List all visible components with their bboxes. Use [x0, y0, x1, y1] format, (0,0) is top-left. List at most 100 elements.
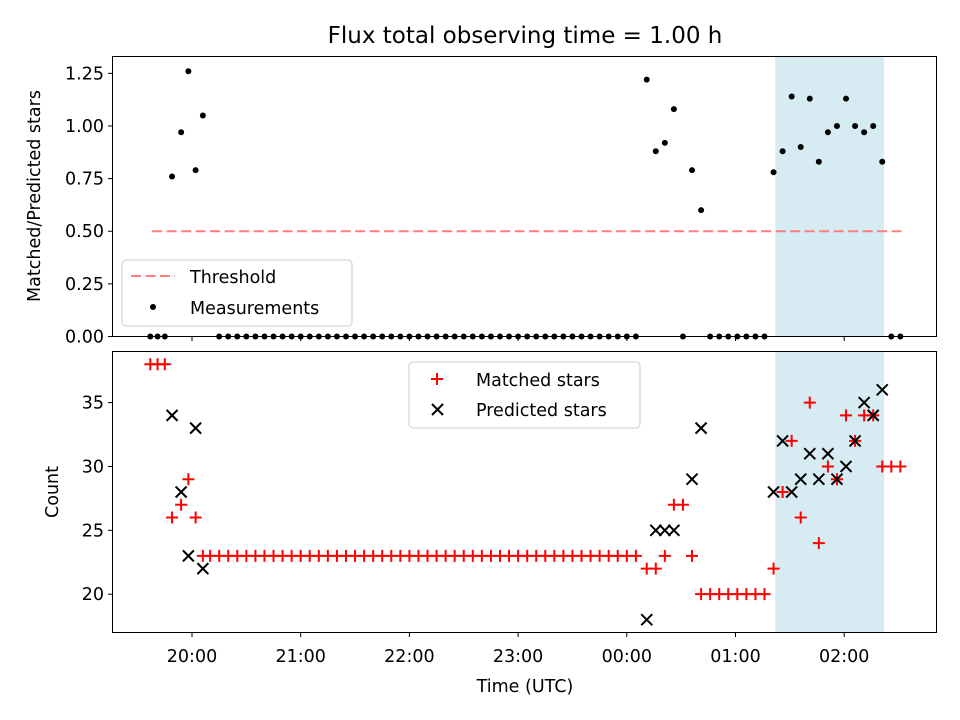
matched-stars-point — [776, 486, 789, 498]
matched-stars-point — [803, 396, 816, 409]
predicted-stars-point — [848, 434, 862, 448]
observing-window-shade-top — [775, 56, 885, 337]
matched-stars-point — [166, 511, 179, 524]
measurement-point — [797, 144, 804, 151]
x-tick-label: 01:00 — [710, 647, 760, 667]
matched-stars-point — [767, 562, 780, 575]
top-y-axis-label: Matched/Predicted stars — [25, 90, 45, 302]
predicted-stars-point — [794, 473, 807, 486]
predicted-stars-point — [839, 460, 853, 473]
matched-stars-point — [658, 549, 671, 562]
x-tick-label: 22:00 — [384, 647, 434, 667]
x-tick-label: 23:00 — [493, 647, 543, 667]
measurement-point — [852, 122, 859, 129]
predicted-stars-point — [165, 409, 179, 422]
x-tick-label: 20:00 — [167, 647, 217, 667]
matched-stars-point — [785, 434, 798, 447]
chart-title: Flux total observing time = 1.00 h — [328, 23, 723, 49]
predicted-stars-point — [658, 524, 672, 537]
measurement-point — [843, 95, 850, 102]
predicted-stars-point — [189, 421, 202, 435]
predicted-stars-point — [776, 434, 789, 448]
predicted-stars-point — [812, 473, 826, 486]
x-tick-label: 00:00 — [602, 647, 652, 667]
measurement-point — [879, 158, 886, 165]
bottom-y-axis-label: Count — [43, 466, 63, 518]
predicted-stars-point — [866, 409, 880, 422]
y-tick-label: 20 — [82, 585, 104, 605]
top-legend: Threshold Measurements — [121, 259, 353, 327]
legend-matched-label: Matched stars — [476, 371, 600, 391]
predicted-stars-point — [667, 524, 681, 537]
measurement-point — [824, 129, 831, 136]
predicted-stars-point — [649, 524, 662, 537]
bottom-legend: Matched stars Predicted stars — [408, 361, 641, 429]
measurement-point — [689, 167, 696, 174]
y-tick-label: 25 — [82, 521, 104, 541]
x-axis-label: Time (UTC) — [476, 677, 574, 697]
predicted-stars-series — [165, 383, 889, 626]
matched-stars-point — [840, 409, 853, 422]
measurement-point — [185, 68, 192, 75]
y-tick-label: 35 — [82, 394, 104, 414]
x-tick-label: 21:00 — [275, 647, 325, 667]
legend-matched-swatch — [431, 373, 443, 385]
predicted-stars-point — [685, 473, 699, 486]
measurement-point — [815, 158, 822, 165]
predicted-stars-point — [694, 421, 708, 435]
predicted-stars-point — [821, 447, 835, 460]
measurement-point — [806, 95, 813, 102]
y-tick-label: 1.00 — [65, 117, 104, 137]
y-tick-label: 30 — [82, 457, 104, 477]
bottom-y-axis: 20 25 30 35 — [82, 394, 113, 605]
matched-stars-point — [649, 562, 662, 575]
observing-window-shade-bottom — [775, 351, 885, 633]
y-tick-label: 0.75 — [65, 170, 104, 190]
predicted-stars-point — [767, 485, 780, 499]
measurement-point — [652, 148, 659, 155]
measurement-point — [661, 139, 668, 146]
predicted-stars-point — [174, 485, 188, 499]
measurement-point — [643, 76, 650, 83]
predicted-stars-point — [785, 485, 798, 499]
y-tick-label: 1.25 — [65, 64, 104, 84]
measurement-point — [199, 112, 206, 119]
matched-stars-point — [189, 511, 202, 524]
predicted-stars-point — [196, 562, 210, 575]
matched-stars-point — [794, 511, 807, 524]
measurement-point — [833, 122, 840, 129]
x-tick-label: 02:00 — [819, 647, 869, 667]
measurement-point — [670, 106, 677, 113]
matched-stars-point — [894, 460, 907, 473]
matched-stars-point — [821, 460, 834, 473]
legend-predicted-swatch — [431, 403, 444, 416]
predicted-stars-point — [640, 613, 653, 626]
measurement-point — [770, 169, 777, 176]
legend-threshold-label: Threshold — [189, 268, 276, 288]
matched-stars-point — [629, 549, 642, 562]
measurement-point — [698, 207, 705, 214]
top-axes-frame — [112, 56, 937, 337]
y-tick-label: 0.00 — [65, 328, 104, 348]
matched-stars-point — [158, 358, 171, 371]
matched-stars-point — [182, 473, 195, 486]
legend-measurements-swatch — [150, 304, 156, 310]
top-panel: 0.00 0.25 0.50 0.75 1.00 1.25 Matched/Predict… — [25, 56, 937, 348]
bottom-axes-frame — [112, 351, 937, 633]
matched-stars-point — [758, 588, 771, 601]
matched-stars-point — [175, 498, 188, 511]
matched-stars-point — [686, 549, 699, 562]
measurement-point — [779, 148, 786, 155]
measurement-point — [861, 129, 868, 136]
matched-stars-series — [144, 358, 907, 601]
predicted-stars-point — [857, 396, 871, 409]
measurement-point — [169, 173, 176, 180]
predicted-stars-point — [182, 549, 195, 563]
predicted-stars-point — [876, 383, 889, 397]
measurement-point — [788, 93, 795, 100]
top-y-axis: 0.00 0.25 0.50 0.75 1.00 1.25 — [65, 64, 113, 348]
measurement-point — [870, 122, 877, 129]
predicted-stars-point — [830, 473, 844, 486]
x-axis: 20:00 21:00 22:00 23:00 00:00 01:00 02:00 — [167, 336, 869, 667]
